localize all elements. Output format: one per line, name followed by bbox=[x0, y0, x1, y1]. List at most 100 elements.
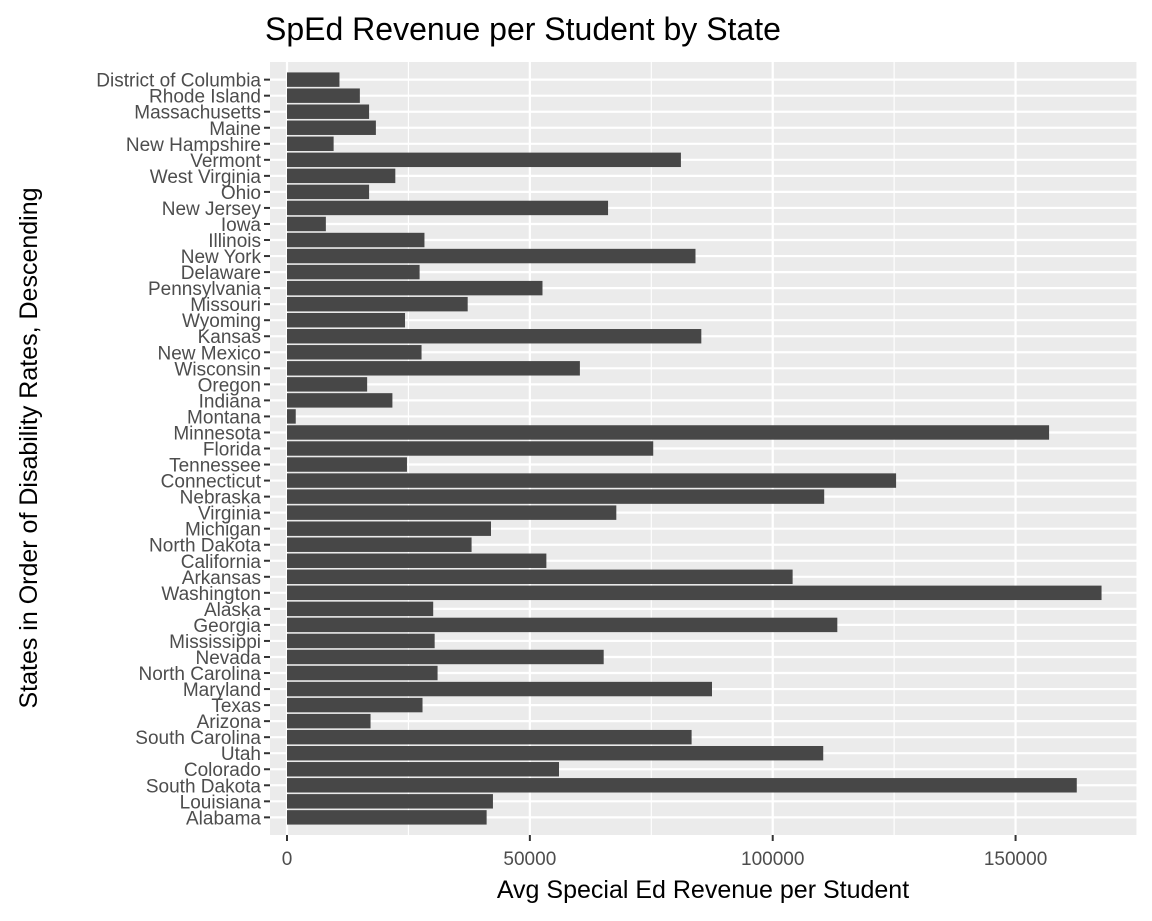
y-tick-label: Arizona bbox=[197, 712, 262, 733]
bar bbox=[287, 329, 702, 344]
y-tick-label: Texas bbox=[211, 696, 261, 717]
bar bbox=[287, 601, 434, 617]
y-tick-label: Iowa bbox=[221, 215, 262, 236]
y-tick-label: Oregon bbox=[198, 375, 261, 396]
y-tick-label: Washington bbox=[161, 584, 261, 605]
y-tick-label: North Carolina bbox=[139, 664, 262, 685]
y-tick-label: Nebraska bbox=[180, 488, 262, 509]
bar bbox=[287, 152, 681, 168]
y-tick-label: Ohio bbox=[221, 183, 261, 204]
bar bbox=[287, 553, 547, 568]
bar bbox=[287, 745, 824, 761]
bar bbox=[287, 521, 491, 536]
bar bbox=[287, 762, 559, 777]
y-tick-label: Colorado bbox=[184, 760, 261, 781]
y-tick-label: Utah bbox=[221, 744, 261, 765]
y-tick-label: New York bbox=[181, 247, 262, 268]
bar bbox=[287, 168, 396, 184]
y-axis-title: States in Order of Disability Rates, Des… bbox=[15, 187, 43, 708]
bar bbox=[287, 393, 393, 408]
y-tick-label: Michigan bbox=[185, 520, 261, 541]
y-tick-label: Louisiana bbox=[180, 792, 262, 813]
y-tick-label: Georgia bbox=[193, 616, 261, 637]
bar bbox=[287, 697, 423, 713]
y-tick-label: Arkansas bbox=[182, 568, 261, 589]
bar bbox=[287, 505, 617, 520]
bar bbox=[287, 473, 897, 488]
y-tick-label: District of Columbia bbox=[96, 71, 261, 92]
y-tick-label: Maine bbox=[209, 119, 261, 140]
bar bbox=[287, 457, 407, 472]
bar bbox=[287, 377, 368, 392]
y-tick-label: Missouri bbox=[190, 295, 261, 316]
y-tick-label: New Mexico bbox=[158, 343, 261, 364]
y-tick-label: New Hampshire bbox=[126, 135, 261, 156]
y-tick-label: South Dakota bbox=[146, 776, 262, 797]
y-tick-label: California bbox=[181, 552, 262, 573]
bar bbox=[287, 312, 406, 328]
bar bbox=[287, 729, 692, 745]
chart-title: SpEd Revenue per Student by State bbox=[265, 11, 781, 47]
bar bbox=[287, 248, 696, 264]
y-tick-label: Wisconsin bbox=[174, 359, 261, 380]
bar bbox=[287, 681, 712, 697]
bar bbox=[287, 216, 326, 232]
x-tick-label: 0 bbox=[282, 849, 293, 870]
y-tick-label: Massachusetts bbox=[134, 103, 261, 124]
x-tick-label: 100000 bbox=[741, 849, 804, 870]
y-tick-label: Connecticut bbox=[161, 472, 262, 493]
y-tick-label: Florida bbox=[203, 440, 262, 461]
y-tick-label: Kansas bbox=[198, 327, 261, 348]
y-tick-label: Rhode Island bbox=[149, 87, 261, 108]
bar bbox=[287, 200, 609, 216]
bar bbox=[287, 665, 438, 681]
y-tick-label: Vermont bbox=[190, 151, 261, 172]
bar bbox=[287, 232, 425, 248]
y-tick-label: West Virginia bbox=[150, 167, 262, 188]
y-tick-label: Alaska bbox=[204, 600, 261, 621]
y-tick-label: Virginia bbox=[198, 504, 261, 525]
y-tick-label: Montana bbox=[187, 407, 261, 428]
bar bbox=[287, 425, 1050, 440]
bar bbox=[287, 409, 296, 424]
bar bbox=[287, 136, 334, 152]
bar bbox=[287, 713, 371, 729]
y-tick-label: Illinois bbox=[208, 231, 261, 252]
bar bbox=[287, 617, 838, 633]
bar bbox=[287, 537, 472, 552]
y-tick-label: Nevada bbox=[196, 648, 262, 669]
y-tick-label: Delaware bbox=[181, 263, 261, 284]
y-tick-label: Wyoming bbox=[182, 311, 261, 332]
bar bbox=[287, 649, 604, 665]
x-tick-label: 150000 bbox=[984, 849, 1047, 870]
y-tick-label: South Carolina bbox=[135, 728, 261, 749]
bar bbox=[287, 778, 1077, 793]
bars bbox=[287, 72, 1102, 825]
bar bbox=[287, 184, 370, 200]
bar bbox=[287, 585, 1102, 601]
y-tick-label: Alabama bbox=[186, 808, 261, 829]
y-tick-label: Tennessee bbox=[169, 456, 261, 477]
gridlines bbox=[270, 62, 1138, 835]
bar bbox=[287, 264, 420, 280]
bar bbox=[287, 280, 543, 296]
x-axis-title: Avg Special Ed Revenue per Student bbox=[497, 876, 909, 904]
bar bbox=[287, 104, 370, 119]
y-tick-label: Pennsylvania bbox=[148, 279, 261, 300]
x-tick-label: 50000 bbox=[503, 849, 556, 870]
bar bbox=[287, 569, 793, 585]
bar bbox=[287, 441, 654, 456]
bar bbox=[287, 345, 422, 360]
bar bbox=[287, 489, 825, 504]
bar bbox=[287, 633, 435, 649]
y-tick-label: Minnesota bbox=[173, 423, 261, 444]
y-tick-label: Mississippi bbox=[169, 632, 261, 653]
y-tick-label: North Dakota bbox=[149, 536, 261, 557]
bar bbox=[287, 794, 493, 809]
bar bbox=[287, 296, 468, 312]
bar bbox=[287, 120, 376, 135]
bar bbox=[287, 810, 487, 825]
